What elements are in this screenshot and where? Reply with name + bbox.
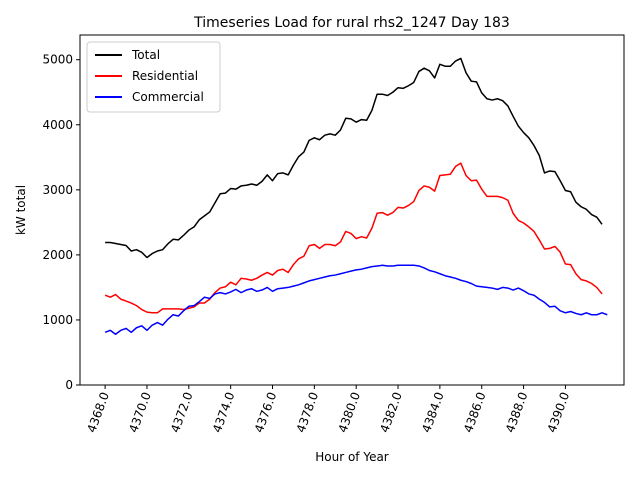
series-layer (104, 57, 608, 336)
plot-frame (79, 34, 625, 386)
axes-layer (79, 34, 625, 386)
legend-label-residential: Residential (132, 69, 198, 83)
legend: Total Residential Commercial (86, 41, 221, 113)
legend-box (86, 41, 221, 113)
y-tick-label: 2000 (42, 248, 73, 262)
y-tick-label: 3000 (42, 183, 73, 197)
y-tick-label: 0 (65, 378, 73, 392)
y-tick-label: 4000 (42, 118, 73, 132)
legend-label-commercial: Commercial (132, 90, 204, 104)
series-line-commercial (104, 264, 608, 336)
chart-title: Timeseries Load for rural rhs2_1247 Day … (193, 15, 510, 31)
x-axis-label: Hour of Year (315, 450, 389, 464)
series-line-residential (104, 162, 603, 314)
y-tick-label: 5000 (42, 53, 73, 67)
y-axis-ticks: 0 1000 2000 3000 4000 5000 (42, 53, 80, 392)
y-tick-label: 1000 (42, 313, 73, 327)
legend-label-total: Total (131, 48, 160, 62)
series-line-total (105, 57, 603, 259)
y-axis-label: kW total (14, 185, 28, 235)
